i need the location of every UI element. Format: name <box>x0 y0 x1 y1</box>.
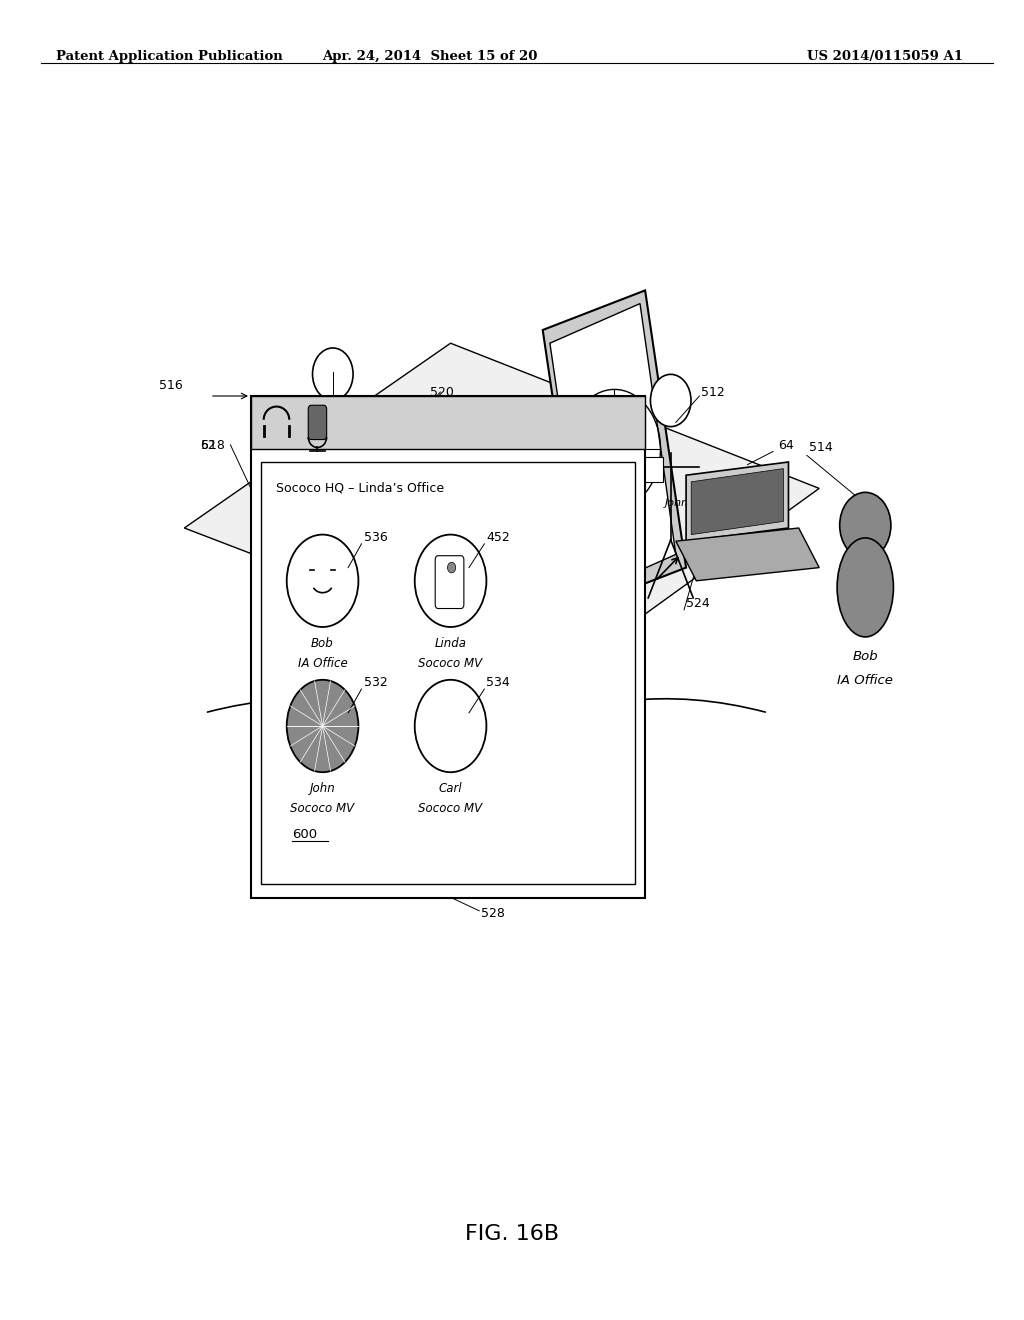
Text: Carl: Carl <box>345 467 368 478</box>
Polygon shape <box>686 462 788 541</box>
FancyBboxPatch shape <box>344 442 374 471</box>
Text: John: John <box>309 781 336 795</box>
Text: US 2014/0115059 A1: US 2014/0115059 A1 <box>807 50 963 63</box>
Polygon shape <box>579 673 640 686</box>
Text: 528: 528 <box>481 907 505 920</box>
FancyBboxPatch shape <box>251 396 645 449</box>
Text: FIG. 16B: FIG. 16B <box>465 1224 559 1245</box>
Circle shape <box>312 348 353 400</box>
FancyBboxPatch shape <box>261 462 635 884</box>
Text: 600: 600 <box>292 828 317 841</box>
FancyBboxPatch shape <box>638 457 663 482</box>
Text: John: John <box>665 498 688 508</box>
Polygon shape <box>550 304 676 594</box>
Text: 452: 452 <box>486 531 510 544</box>
Text: Carl: Carl <box>438 781 463 795</box>
Text: Linda: Linda <box>434 636 467 649</box>
Text: Sococo MV, East Conference: Sococo MV, East Conference <box>367 700 575 714</box>
Text: IA Office: IA Office <box>298 656 347 669</box>
Text: Sococo HQ – Linda’s Office: Sococo HQ – Linda’s Office <box>276 482 444 495</box>
Text: 510: 510 <box>316 363 340 376</box>
Ellipse shape <box>837 539 893 638</box>
Text: IA Office: IA Office <box>838 673 893 686</box>
Text: Linda: Linda <box>520 599 551 610</box>
Text: 64: 64 <box>778 438 794 451</box>
Polygon shape <box>676 528 819 581</box>
Polygon shape <box>691 469 783 535</box>
FancyBboxPatch shape <box>308 405 327 440</box>
Text: Sococo MV: Sococo MV <box>419 801 482 814</box>
Text: Apr. 24, 2014  Sheet 15 of 20: Apr. 24, 2014 Sheet 15 of 20 <box>323 50 538 63</box>
Polygon shape <box>184 343 819 673</box>
Text: 519: 519 <box>575 445 599 458</box>
Text: 518: 518 <box>201 438 224 451</box>
Text: 532: 532 <box>364 676 387 689</box>
Text: 516: 516 <box>159 379 182 392</box>
Text: Bob: Bob <box>311 636 334 649</box>
FancyBboxPatch shape <box>323 458 353 478</box>
Ellipse shape <box>274 430 453 533</box>
Circle shape <box>840 492 891 558</box>
Text: 512: 512 <box>701 385 725 399</box>
FancyBboxPatch shape <box>435 556 464 609</box>
Text: Sococo MV: Sococo MV <box>419 656 482 669</box>
Polygon shape <box>543 290 686 607</box>
Text: 536: 536 <box>364 531 387 544</box>
Text: 430: 430 <box>479 425 503 438</box>
Circle shape <box>650 375 691 426</box>
Text: 514: 514 <box>809 441 833 454</box>
Circle shape <box>509 467 546 515</box>
Text: Bob: Bob <box>852 649 879 663</box>
Text: 534: 534 <box>486 676 510 689</box>
Text: 520: 520 <box>430 385 454 399</box>
Text: 62: 62 <box>200 438 215 451</box>
Text: Patent Application Publication: Patent Application Publication <box>56 50 283 63</box>
Text: 66: 66 <box>285 458 300 471</box>
Text: Sococo MV: Sococo MV <box>291 801 354 814</box>
Text: 524: 524 <box>686 597 710 610</box>
Circle shape <box>447 562 456 573</box>
FancyBboxPatch shape <box>251 396 645 898</box>
Circle shape <box>287 680 358 772</box>
